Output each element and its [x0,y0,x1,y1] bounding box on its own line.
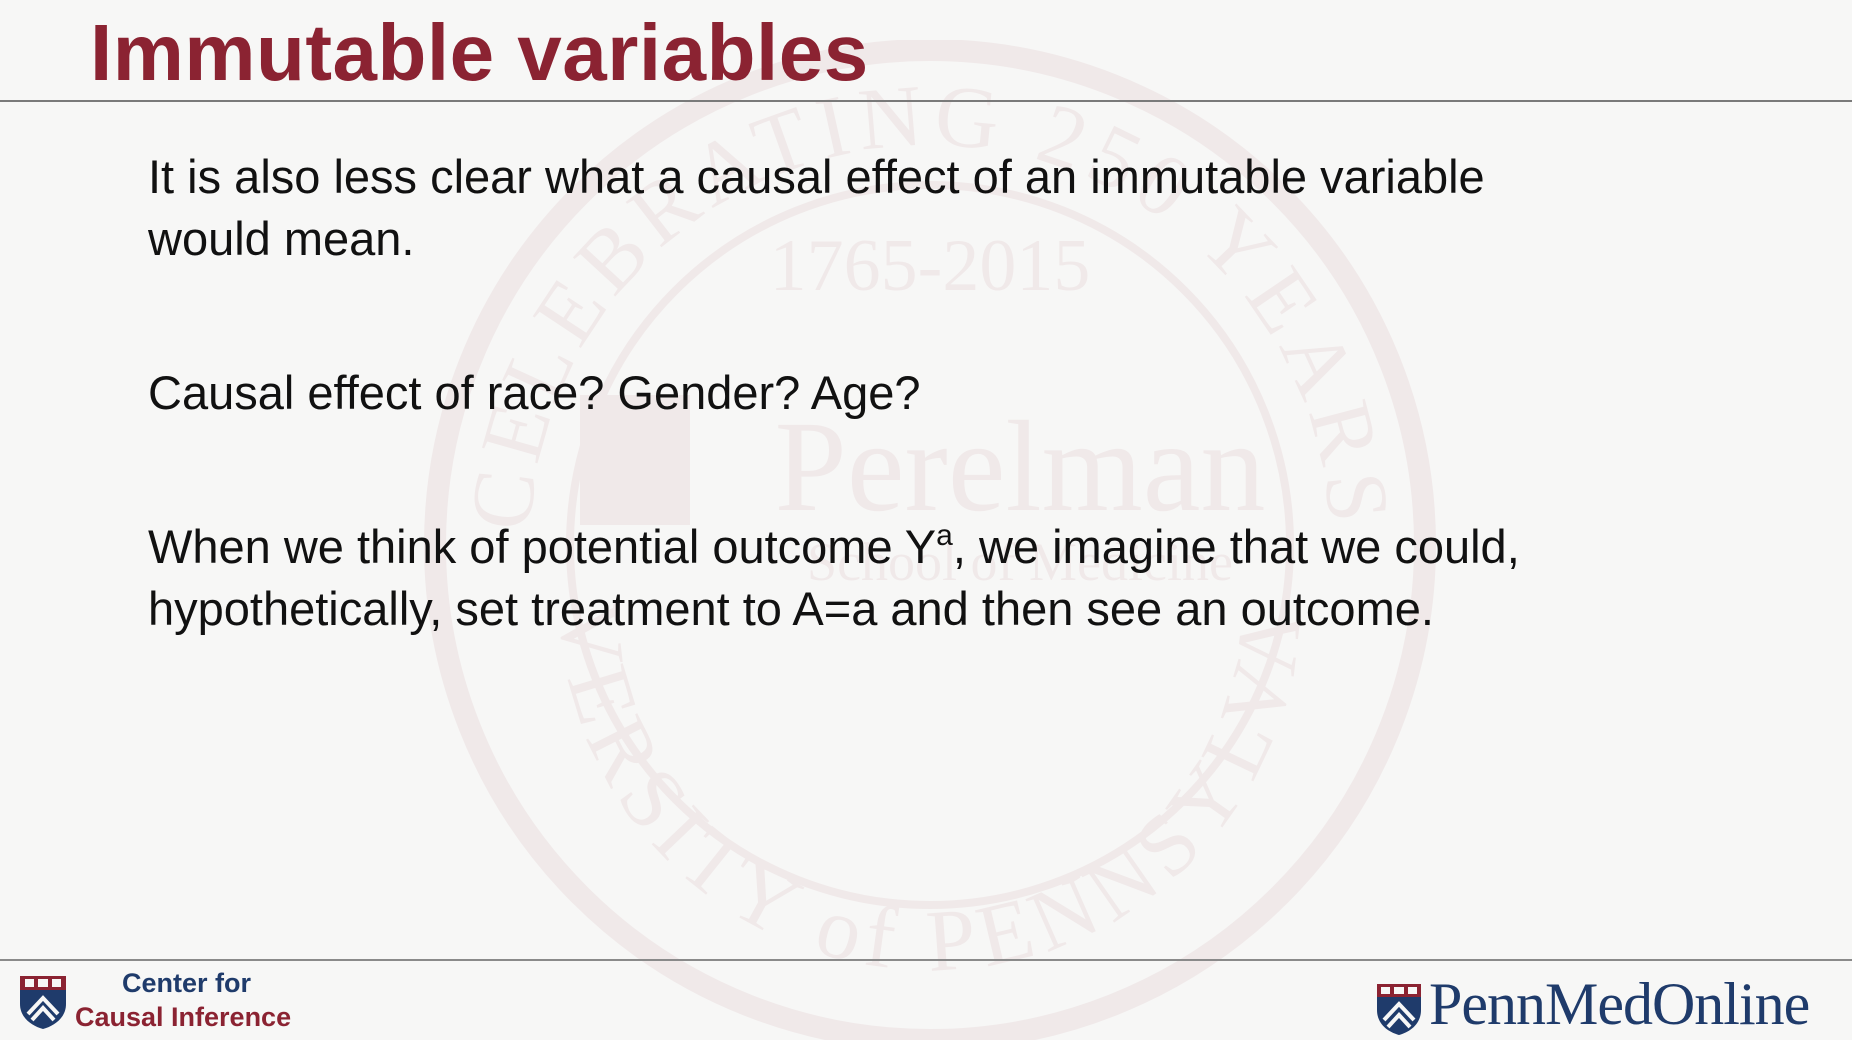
paragraph-line: would mean. [148,212,415,265]
paragraph-line: hypothetically, set treatment to A=a and… [148,582,1434,635]
footer-label-line1: Center for [122,968,252,998]
svg-text:Perelman: Perelman [775,395,1266,539]
paragraph-line: It is also less clear what a causal effe… [148,150,1485,203]
footer-label-line2: Causal Inference [75,1002,292,1032]
text-span: When we think of potential outcome Y [148,520,937,573]
svg-text:1765-2015: 1765-2015 [770,225,1091,307]
paragraph-line: When we think of potential outcome Ya, w… [148,516,1748,578]
pennmedonline-logo: PennMedOnline [1375,972,1845,1036]
slide-title: Immutable variables [90,8,869,97]
penn-shield-icon [1377,984,1421,1035]
text-span: , we imagine that we could, [952,520,1520,573]
footer-divider [0,959,1852,961]
paragraph-examples: Causal effect of race? Gender? Age? [148,366,921,419]
svg-text:School of Medicine: School of Medicine [807,532,1233,592]
paragraph-potential-outcome: When we think of potential outcome Ya, w… [148,516,1748,640]
paragraph-immutable-effect: It is also less clear what a causal effe… [148,146,1748,270]
title-divider [0,100,1852,102]
penn-shield-icon [20,976,66,1029]
superscript: a [936,519,953,552]
pennmedonline-wordmark: PennMedOnline [1429,971,1810,1037]
university-seal-watermark: CELEBRATING 250 YEARS UNIVERSITY of PENN… [420,40,1436,1040]
